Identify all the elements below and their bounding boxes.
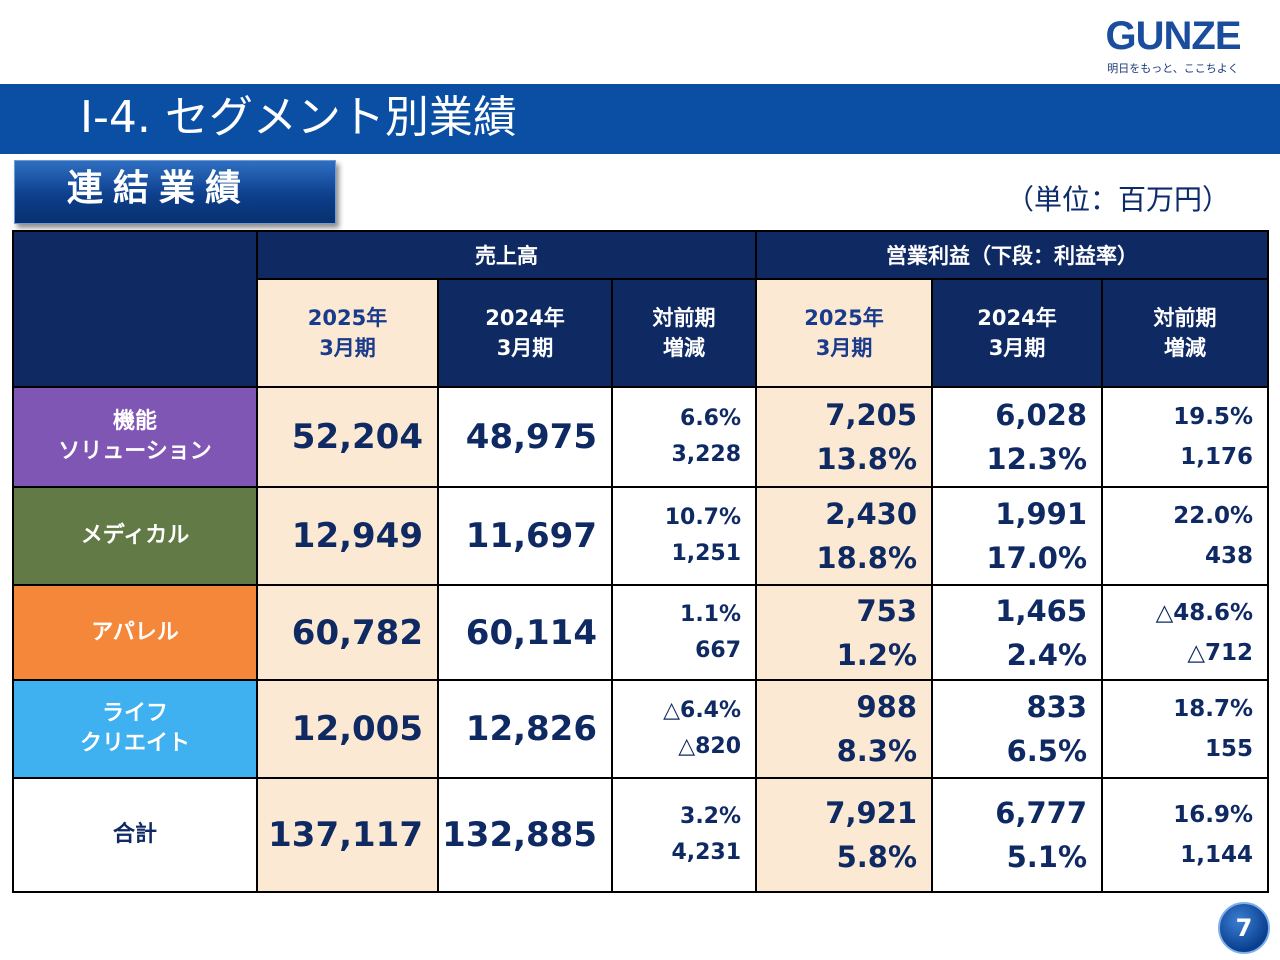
op-change: △48.6% △712	[1101, 584, 1270, 681]
sales-change: △6.4% △820	[610, 679, 758, 779]
page-number-badge: 7	[1218, 902, 1270, 954]
table-row-total: 合計 137,117 132,885 3.2% 4,231 7,921 5.8%…	[12, 777, 1270, 893]
sales-change: 1.1% 667	[610, 584, 758, 681]
op-change: 22.0% 438	[1101, 486, 1270, 586]
sales-2024: 132,885	[437, 777, 613, 893]
sales-2025: 12,949	[256, 486, 439, 586]
page-title: Ⅰ-4. セグメント別業績	[80, 92, 517, 143]
sales-change: 3.2% 4,231	[610, 777, 758, 893]
op-2025: 7,205 13.8%	[755, 386, 934, 488]
sales-change: 6.6% 3,228	[610, 386, 758, 488]
op-2024: 1,991 17.0%	[931, 486, 1104, 586]
col-op-change: 対前期 増減	[1101, 278, 1270, 388]
sales-2025: 137,117	[256, 777, 439, 893]
sales-2025: 52,204	[256, 386, 439, 488]
group-header-operating: 営業利益（下段：利益率）	[755, 230, 1270, 280]
col-sales-2025: 2025年 3月期	[256, 278, 439, 388]
op-2024: 833 6.5%	[931, 679, 1104, 779]
op-2025: 988 8.3%	[755, 679, 934, 779]
group-header-sales: 売上高	[255, 230, 758, 280]
col-sales-change: 対前期 増減	[610, 278, 758, 388]
sales-2025: 60,782	[256, 584, 439, 681]
segment-name: 機能 ソリューション	[12, 386, 258, 488]
op-2024: 1,465 2.4%	[931, 584, 1104, 681]
segment-name: ライフ クリエイト	[12, 679, 258, 779]
gunze-logo: GUNZE 明日をもっと、ここちよく	[1088, 14, 1258, 76]
sales-2024: 11,697	[437, 486, 613, 586]
sales-2024: 12,826	[437, 679, 613, 779]
col-op-2024: 2024年 3月期	[931, 278, 1104, 388]
segment-name: メディカル	[12, 486, 258, 586]
logo-wordmark: GUNZE	[1105, 14, 1242, 58]
sales-change: 10.7% 1,251	[610, 486, 758, 586]
op-2025: 7,921 5.8%	[755, 777, 934, 893]
segment-results-table: 売上高 営業利益（下段：利益率） 2025年 3月期 2024年 3月期 対前期…	[12, 230, 1270, 893]
table-row: メディカル 12,949 11,697 10.7% 1,251 2,430 18…	[12, 486, 1270, 586]
col-sales-2024: 2024年 3月期	[437, 278, 613, 388]
table-row: 機能 ソリューション 52,204 48,975 6.6% 3,228 7,20…	[12, 386, 1270, 488]
unit-label: （単位：百万円）	[1006, 183, 1231, 216]
table-row: ライフ クリエイト 12,005 12,826 △6.4% △820 988 8…	[12, 679, 1270, 779]
op-change: 18.7% 155	[1101, 679, 1270, 779]
op-2025: 2,430 18.8%	[755, 486, 934, 586]
op-2024: 6,028 12.3%	[931, 386, 1104, 488]
title-bar: Ⅰ-4. セグメント別業績	[0, 84, 1280, 154]
col-op-2025: 2025年 3月期	[755, 278, 934, 388]
op-change: 19.5% 1,176	[1101, 386, 1270, 488]
corner-cell	[12, 230, 258, 388]
segment-name: 合計	[12, 777, 258, 893]
sales-2024: 60,114	[437, 584, 613, 681]
sales-2024: 48,975	[437, 386, 613, 488]
sales-2025: 12,005	[256, 679, 439, 779]
segment-name: アパレル	[12, 584, 258, 681]
section-badge: 連結業績	[14, 160, 336, 224]
op-2024: 6,777 5.1%	[931, 777, 1104, 893]
table-row: アパレル 60,782 60,114 1.1% 667 753 1.2% 1,4…	[12, 584, 1270, 681]
op-2025: 753 1.2%	[755, 584, 934, 681]
logo-tagline: 明日をもっと、ここちよく	[1107, 62, 1239, 75]
op-change: 16.9% 1,144	[1101, 777, 1270, 893]
